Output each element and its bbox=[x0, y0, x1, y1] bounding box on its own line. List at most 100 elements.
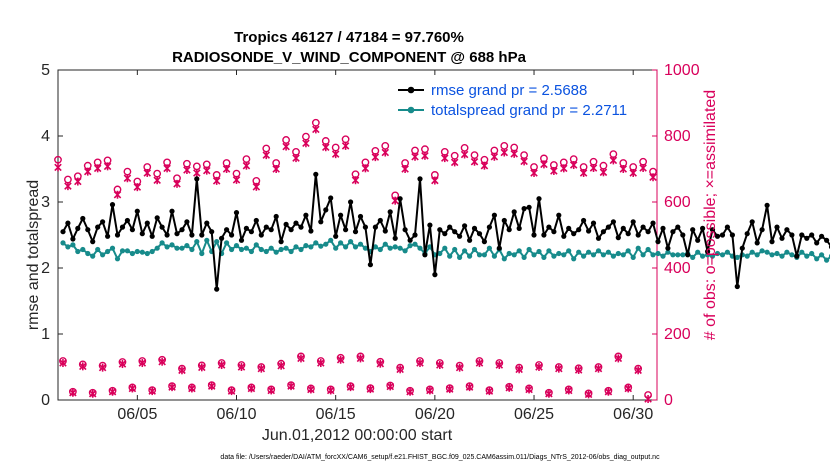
rmse-point bbox=[288, 227, 294, 233]
totalspread-point bbox=[229, 246, 235, 253]
totalspread-point bbox=[189, 246, 195, 253]
rmse-point bbox=[194, 176, 200, 182]
rmse-point bbox=[427, 222, 433, 228]
obs-assimilated-point bbox=[470, 157, 479, 166]
obs-assimilated-point bbox=[312, 125, 320, 134]
rmse-point bbox=[764, 202, 770, 208]
rmse-point bbox=[233, 210, 240, 216]
rmse-point bbox=[144, 220, 150, 226]
rmse-point bbox=[650, 220, 656, 226]
totalspread-point bbox=[139, 249, 145, 255]
obs-assimilated-point bbox=[69, 388, 77, 397]
rmse-point bbox=[759, 227, 765, 233]
left-y-tick-label: 1 bbox=[41, 326, 50, 343]
obs-assimilated-point bbox=[183, 165, 191, 174]
obs-assimilated-point bbox=[227, 387, 236, 396]
totalspread-point bbox=[620, 252, 626, 258]
rmse-point bbox=[303, 212, 309, 218]
totalspread-point bbox=[343, 244, 349, 250]
totalspread-point bbox=[268, 245, 274, 251]
rmse-series bbox=[60, 171, 830, 292]
x-axis: 06/05 06/10 06/15 06/20 06/25 06/30 bbox=[117, 70, 653, 423]
rmse-point bbox=[189, 232, 195, 238]
totalspread-point bbox=[491, 253, 497, 259]
x-tick-label: 06/25 bbox=[514, 406, 554, 423]
totalspread-point bbox=[283, 245, 289, 251]
totalspread-point bbox=[308, 244, 314, 250]
obs-assimilated-point bbox=[79, 362, 87, 371]
obs-assimilated-point bbox=[460, 150, 469, 159]
rmse-point bbox=[675, 224, 681, 230]
totalspread-point bbox=[75, 248, 81, 255]
left-y-axis-label: rmse and totalspread bbox=[25, 180, 42, 330]
obs-assimilated-point bbox=[500, 148, 509, 157]
obs-assimilated-point bbox=[480, 161, 489, 170]
rmse-point bbox=[343, 227, 349, 233]
rmse-point bbox=[387, 209, 393, 215]
rmse-point bbox=[615, 235, 621, 241]
rmse-point bbox=[491, 212, 497, 218]
totalspread-point bbox=[576, 249, 582, 255]
obs-assimilated-point bbox=[247, 384, 256, 393]
obs-assimilated-point bbox=[193, 168, 201, 177]
rmse-point bbox=[486, 224, 492, 230]
rmse-point bbox=[85, 227, 91, 233]
obs-assimilated-point bbox=[252, 182, 261, 191]
rmse-point bbox=[377, 217, 383, 224]
legend-rmse-marker bbox=[407, 86, 415, 94]
totalspread-point bbox=[105, 248, 111, 255]
obs-assimilated-point bbox=[351, 176, 360, 185]
rmse-point bbox=[338, 212, 344, 218]
rmse-point bbox=[308, 228, 314, 234]
totalspread-point bbox=[690, 254, 696, 260]
rmse-point bbox=[719, 232, 726, 238]
rmse-point bbox=[729, 232, 736, 238]
obs-assimilated-point bbox=[98, 363, 107, 372]
rmse-point bbox=[695, 237, 701, 243]
totalspread-point bbox=[109, 245, 116, 251]
rmse-point bbox=[293, 220, 299, 226]
obs-assimilated-point bbox=[510, 149, 518, 158]
rmse-point bbox=[219, 235, 225, 241]
totalspread-point bbox=[700, 253, 706, 259]
totalspread-point bbox=[298, 246, 304, 253]
rmse-point bbox=[521, 206, 527, 212]
rmse-point bbox=[660, 225, 666, 231]
obs-assimilated-point bbox=[133, 183, 142, 192]
totalspread-point bbox=[134, 248, 140, 255]
totalspread-point bbox=[605, 249, 612, 255]
totalspread-point bbox=[546, 248, 552, 254]
obs-assimilated-point bbox=[148, 387, 156, 396]
rmse-point bbox=[179, 227, 185, 233]
rmse-point bbox=[705, 248, 711, 255]
rmse-point bbox=[734, 283, 740, 290]
obs-assimilated-point bbox=[515, 365, 523, 374]
rmse-point bbox=[541, 232, 547, 238]
rmse-point bbox=[283, 221, 289, 227]
obs-assimilated-point bbox=[525, 385, 533, 394]
rmse-point bbox=[169, 208, 175, 214]
rmse-point bbox=[581, 217, 587, 224]
rmse-point bbox=[630, 219, 636, 225]
obs-assimilated-point bbox=[555, 364, 563, 373]
totalspread-point bbox=[769, 252, 775, 258]
obs-assimilated-point bbox=[242, 161, 251, 170]
obs-assimilated-point bbox=[153, 176, 161, 185]
totalspread-point bbox=[675, 252, 681, 258]
obs-assimilated-point bbox=[550, 166, 558, 175]
rmse-point bbox=[739, 245, 745, 251]
obs-assimilated-point bbox=[634, 366, 642, 375]
rmse-point bbox=[90, 239, 96, 245]
obs-assimilated-point bbox=[376, 359, 385, 368]
rmse-point bbox=[204, 220, 210, 226]
rmse-point bbox=[590, 220, 597, 226]
totalspread-point bbox=[293, 244, 299, 250]
totalspread-point bbox=[90, 253, 96, 259]
rmse-point bbox=[328, 195, 334, 201]
rmse-point bbox=[209, 229, 215, 235]
obs-assimilated-point bbox=[599, 168, 608, 177]
totalspread-point bbox=[581, 253, 587, 259]
obs-assimilated-point bbox=[123, 174, 132, 183]
totalspread-point bbox=[233, 243, 240, 249]
obs-assimilated-point bbox=[272, 165, 280, 173]
